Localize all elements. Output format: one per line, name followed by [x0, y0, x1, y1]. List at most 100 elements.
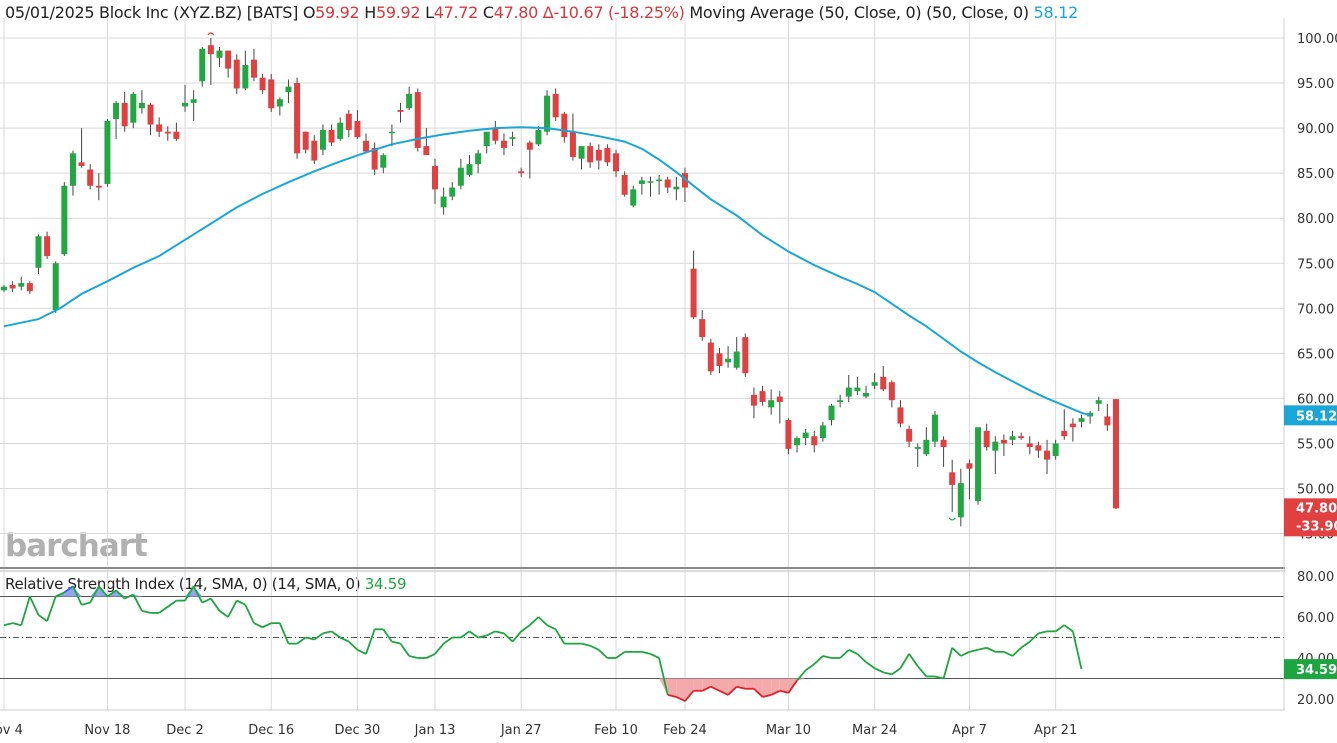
candle-body: [95, 185, 102, 188]
candle-body: [225, 50, 232, 69]
rsi-grid-lines: [0, 596, 1284, 679]
rsi-line-segment: [684, 690, 695, 702]
candle-body: [388, 131, 395, 134]
candle-body: [1035, 445, 1042, 451]
candle-body: [983, 430, 990, 448]
axis-labels: 100.00 95.00 90.00 85.00 80.00 75.00 70.00 65.0…: [0, 32, 1337, 738]
candle-body: [9, 284, 16, 289]
rsi-line-segment: [106, 589, 117, 598]
candle-body: [949, 472, 956, 485]
candle-body: [509, 137, 516, 139]
rsi-line-segment: [201, 597, 212, 604]
moving-average-series: [3, 126, 1091, 417]
rsi-oversold-fill: [753, 678, 763, 697]
candle-body: [268, 79, 275, 109]
rsi-line-segment: [158, 599, 177, 614]
candle-body: [587, 146, 594, 163]
candle-body: [328, 129, 335, 143]
candle-body: [1104, 416, 1111, 426]
rsi-line-segment: [865, 661, 876, 669]
candle-body: [1018, 436, 1025, 439]
candle-body: [656, 179, 663, 181]
high-marker: [207, 32, 215, 36]
rsi-line-segment: [805, 663, 815, 672]
time-tick-label: Nov 18: [84, 723, 130, 738]
rsi-line-segment: [20, 596, 31, 626]
candle-body: [1000, 439, 1007, 444]
candle-body: [1112, 399, 1119, 509]
candle-body: [87, 169, 94, 186]
candle-body: [156, 124, 163, 132]
rsi-line-segment: [382, 628, 393, 643]
candle-body: [975, 427, 982, 502]
time-tick-label: Feb 10: [594, 723, 638, 738]
price-tick-label: 85.00: [1297, 167, 1334, 182]
header-date: 05/01/2025: [5, 3, 95, 22]
header-ma-value: 58.12: [1033, 3, 1079, 22]
rsi-oversold-fill: [736, 678, 746, 689]
price-tick-label: 55.00: [1297, 437, 1334, 452]
rsi-line-segment: [615, 651, 626, 659]
candle-body: [319, 129, 326, 150]
candle-body: [914, 447, 921, 449]
rsi-oversold-fill: [667, 678, 677, 697]
header-open-label: O: [302, 3, 316, 22]
candle-body: [52, 263, 59, 311]
header-ma-label[interactable]: Moving Average (50, Close, 0) (50, Close…: [689, 3, 1029, 22]
candle-body: [794, 438, 801, 446]
candle-body: [440, 196, 447, 208]
rsi-oversold-fill: [745, 678, 754, 689]
candle-body: [199, 48, 206, 82]
candle-body: [285, 86, 292, 93]
price-tick-label: 95.00: [1297, 77, 1334, 92]
candle-body: [880, 376, 887, 390]
header-symbol[interactable]: Block Inc (XYZ.BZ) [BATS]: [99, 3, 299, 22]
header-low-label: L: [425, 3, 434, 22]
rsi-line-segment: [899, 653, 910, 669]
candle-body: [18, 283, 25, 287]
candle-body: [104, 120, 111, 184]
candle-body: [121, 102, 128, 127]
change-percent-label: -33.90%: [1296, 519, 1337, 534]
candle-body: [785, 420, 792, 449]
candle-body: [276, 99, 283, 107]
low-marker: [948, 517, 956, 521]
rsi-line-segment: [969, 648, 979, 653]
rsi-line-segment: [486, 630, 496, 637]
candle-body: [535, 129, 542, 145]
candle-body: [44, 236, 51, 257]
rsi-line-segment: [839, 649, 850, 659]
candle-body: [414, 92, 421, 148]
candle-body: [345, 113, 352, 130]
candle-body: [518, 171, 525, 174]
rsi-line-segment: [977, 646, 987, 651]
chart-header: 05/01/2025 Block Inc (XYZ.BZ) [BATS] O59…: [5, 3, 1078, 22]
rsi-line-segment: [598, 649, 609, 659]
ma50-line: [3, 126, 1091, 417]
candle-body: [294, 83, 301, 154]
candle-body: [923, 439, 930, 455]
rsi-line-segment: [391, 640, 401, 645]
rsi-line-segment: [848, 648, 858, 655]
rsi-line-segment: [408, 655, 418, 659]
rsi-line-segment: [339, 636, 350, 643]
rsi-line-segment: [296, 636, 307, 645]
rsi-line-segment: [236, 599, 246, 606]
candle-body: [173, 131, 180, 139]
rsi-line-segment: [313, 632, 324, 641]
rsi-line-segment: [1003, 651, 1013, 657]
rsi-line-segment: [537, 616, 548, 626]
price-tick-label: 60.00: [1297, 392, 1334, 407]
rsi-line-segment: [529, 616, 540, 626]
rsi-line-segment: [701, 685, 712, 692]
candle-body: [750, 394, 757, 406]
rsi-line-segment: [192, 585, 204, 604]
candle-body: [906, 429, 913, 442]
candle-body: [164, 131, 171, 134]
rsi-oversold-fill: [693, 678, 703, 691]
rsi-line-segment: [1055, 624, 1065, 633]
candle-body: [69, 153, 76, 186]
time-tick-label: Mar 24: [852, 723, 897, 738]
time-tick-label: Jan 13: [414, 723, 456, 738]
